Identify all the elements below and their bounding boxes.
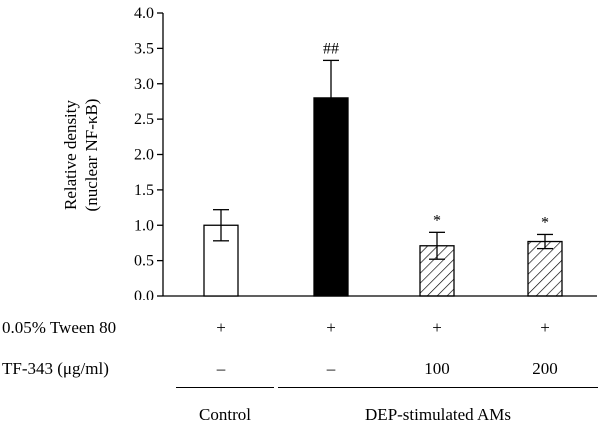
y-axis-label: Relative density (nuclear NF-κB) xyxy=(61,99,101,212)
y-tick-label: 1.0 xyxy=(134,217,154,234)
tf343-cell-1: – xyxy=(216,359,226,378)
y-axis-label-line1: Relative density xyxy=(61,100,80,211)
y-tick-label: 1.5 xyxy=(134,182,154,199)
tf343-row-label: TF-343 (μg/ml) xyxy=(2,359,109,378)
significance-mark-2: ## xyxy=(323,40,339,57)
tween-cell-3: + xyxy=(432,318,442,337)
tf343-cell-4: 200 xyxy=(532,359,558,378)
y-tick-label: 0.0 xyxy=(134,288,154,300)
control-group-rule xyxy=(176,387,274,388)
tween-cell-4: + xyxy=(540,318,550,337)
y-tick-label: 3.0 xyxy=(134,76,154,93)
y-tick-label: 2.5 xyxy=(134,111,154,128)
dep-group-rule xyxy=(278,387,598,388)
tween-cell-2: + xyxy=(326,318,336,337)
significance-mark-4: * xyxy=(541,214,549,231)
tf343-cell-3: 100 xyxy=(424,359,450,378)
y-axis-ticks: 0.0 0.5 1.0 1.5 2.0 2.5 3.0 3.5 4.0 xyxy=(134,5,163,300)
significance-mark-3: * xyxy=(433,212,441,229)
y-tick-label: 4.0 xyxy=(134,5,154,22)
tween-row-label: 0.05% Tween 80 xyxy=(2,318,117,337)
tween-cell-1: + xyxy=(216,318,226,337)
bar-4 xyxy=(527,240,563,297)
control-group-label: Control xyxy=(199,405,251,424)
bar-chart: 0.0 0.5 1.0 1.5 2.0 2.5 3.0 3.5 4.0 ## * * Relativ… xyxy=(61,5,597,300)
y-tick-label: 3.5 xyxy=(134,40,154,57)
y-tick-label: 2.0 xyxy=(134,147,154,164)
y-axis-label-line2: (nuclear NF-κB) xyxy=(82,99,101,212)
y-tick-label: 0.5 xyxy=(134,253,154,270)
bars: ## * * xyxy=(203,40,563,297)
tf343-cell-2: – xyxy=(326,359,336,378)
dep-group-label: DEP-stimulated AMs xyxy=(365,405,511,424)
